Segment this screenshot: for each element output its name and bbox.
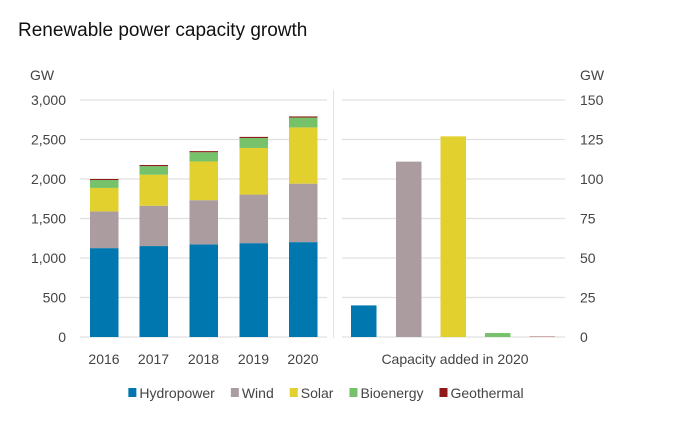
right-x-axis-label: Capacity added in 2020 — [381, 351, 528, 367]
legend-swatch — [128, 388, 136, 397]
bar-2020-bioenergy — [289, 118, 318, 128]
bar-2017-bioenergy — [140, 166, 169, 175]
bar-2019-wind — [240, 195, 269, 244]
bar-2016-bioenergy — [90, 180, 119, 188]
right-y-tick-label: 50 — [580, 250, 596, 266]
left-y-tick-label: 3,000 — [31, 92, 66, 108]
bar-2018-solar — [190, 161, 219, 200]
legend-item-wind: Wind — [231, 385, 274, 401]
legend-item-bioenergy: Bioenergy — [349, 385, 423, 401]
left-y-tick-label: 500 — [43, 290, 67, 306]
legend-swatch — [439, 388, 447, 397]
bar-2018-hydropower — [190, 244, 219, 337]
bar-2018-geothermal — [190, 151, 219, 152]
legend-label: Solar — [301, 385, 334, 401]
x-tick-label: 2016 — [88, 351, 119, 367]
bar-2020-added-bioenergy — [485, 333, 511, 337]
right-y-tick-label: 75 — [580, 211, 596, 227]
bar-2016-wind — [90, 211, 119, 248]
legend-label: Hydropower — [139, 385, 215, 401]
bar-2017-solar — [140, 175, 169, 206]
left-y-tick-label: 0 — [58, 329, 66, 345]
x-tick-label: 2020 — [287, 351, 318, 367]
legend-item-solar: Solar — [290, 385, 334, 401]
legend-label: Geothermal — [450, 385, 523, 401]
bar-2016-solar — [90, 188, 119, 211]
right-y-tick-label: 150 — [580, 92, 604, 108]
bar-2018-bioenergy — [190, 152, 219, 161]
right-y-axis-label: GW — [580, 67, 605, 83]
bar-2019-hydropower — [240, 243, 269, 337]
right-y-tick-label: 0 — [580, 329, 588, 345]
bar-2020-wind — [289, 184, 318, 242]
right-y-tick-label: 125 — [580, 132, 604, 148]
legend-item-geothermal: Geothermal — [439, 385, 523, 401]
left-y-tick-label: 1,500 — [31, 211, 66, 227]
bar-2017-wind — [140, 206, 169, 246]
left-y-tick-label: 2,000 — [31, 171, 66, 187]
bar-2016-hydropower — [90, 248, 119, 337]
bar-2017-geothermal — [140, 165, 169, 166]
bar-2019-solar — [240, 148, 269, 195]
x-tick-label: 2017 — [138, 351, 169, 367]
left-y-axis-label: GW — [30, 67, 55, 83]
bar-2020-added-solar — [441, 136, 467, 337]
legend-swatch — [349, 388, 357, 397]
left-y-tick-label: 1,000 — [31, 250, 66, 266]
legend-swatch — [290, 388, 298, 397]
chart-title: Renewable power capacity growth — [18, 20, 307, 41]
bar-2019-bioenergy — [240, 138, 269, 148]
bar-2020-solar — [289, 127, 318, 183]
bar-2018-wind — [190, 200, 219, 244]
legend-swatch — [231, 388, 239, 397]
x-tick-label: 2019 — [238, 351, 269, 367]
legend-item-hydropower: Hydropower — [128, 385, 215, 401]
right-y-tick-label: 100 — [580, 171, 604, 187]
bar-2020-added-hydropower — [351, 305, 377, 337]
bar-2020-geothermal — [289, 116, 318, 117]
right-y-tick-label: 25 — [580, 290, 596, 306]
bar-2017-hydropower — [140, 246, 169, 337]
bar-2020-added-wind — [396, 162, 422, 337]
x-tick-label: 2018 — [188, 351, 219, 367]
bar-2020-hydropower — [289, 242, 318, 337]
legend-label: Wind — [242, 385, 274, 401]
bar-2016-geothermal — [90, 179, 119, 180]
left-y-tick-label: 2,500 — [31, 132, 66, 148]
legend-label: Bioenergy — [360, 385, 423, 401]
bar-2019-geothermal — [240, 137, 269, 138]
